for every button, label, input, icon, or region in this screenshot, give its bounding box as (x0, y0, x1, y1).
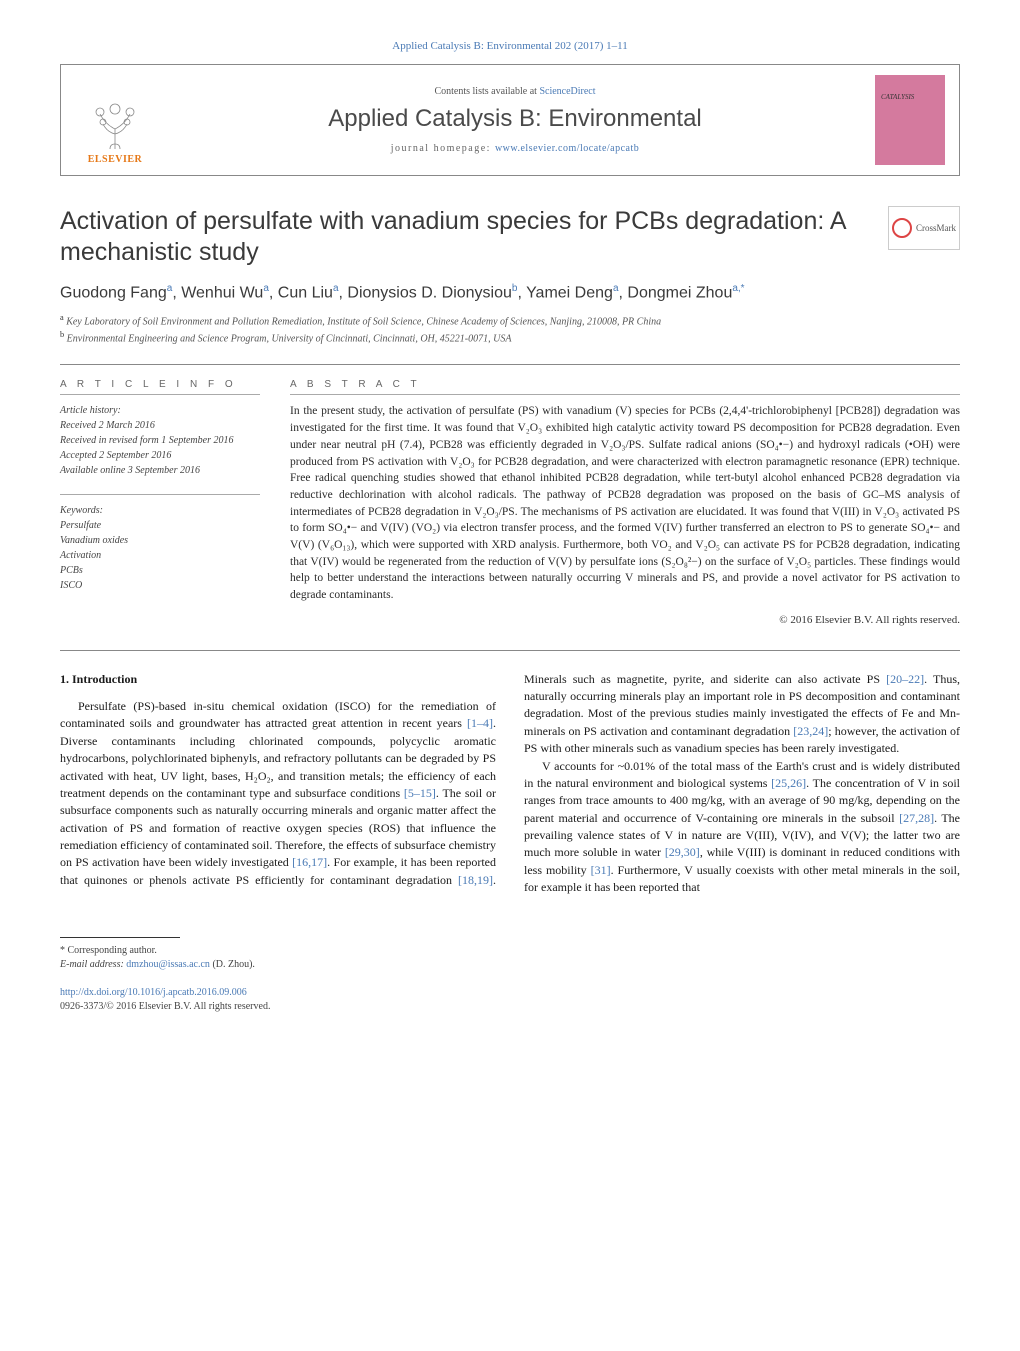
keywords: Keywords: Persulfate Vanadium oxides Act… (60, 503, 260, 593)
ref-23-24[interactable]: [23,24] (793, 724, 828, 738)
ref-20-22[interactable]: [20–22] (886, 672, 924, 686)
journal-header: ELSEVIER Contents lists available at Sci… (60, 64, 960, 176)
doi-link[interactable]: http://dx.doi.org/10.1016/j.apcatb.2016.… (60, 987, 247, 998)
affiliations: a Key Laboratory of Soil Environment and… (60, 312, 960, 347)
history-received: Received 2 March 2016 (60, 418, 260, 433)
keyword-2: Vanadium oxides (60, 533, 260, 548)
footer-rule (60, 937, 180, 938)
elsevier-tree-icon (85, 94, 145, 154)
homepage-link[interactable]: www.elsevier.com/locate/apcatb (495, 143, 639, 154)
authors-list: Guodong Fanga, Wenhui Wua, Cun Liua, Dio… (60, 283, 960, 302)
journal-ref-top[interactable]: Applied Catalysis B: Environmental 202 (… (60, 40, 960, 52)
article-info-heading: A R T I C L E I N F O (60, 379, 260, 390)
affiliation-b: b Environmental Engineering and Science … (60, 329, 960, 346)
contents-line: Contents lists available at ScienceDirec… (155, 86, 875, 97)
ref-16-17[interactable]: [16,17] (292, 855, 327, 869)
history-label: Article history: (60, 403, 260, 418)
affiliation-a: a Key Laboratory of Soil Environment and… (60, 312, 960, 329)
issn-copyright: 0926-3373/© 2016 Elsevier B.V. All right… (60, 1000, 960, 1014)
journal-name: Applied Catalysis B: Environmental (155, 105, 875, 133)
publisher-logo[interactable]: ELSEVIER (75, 75, 155, 165)
ref-25-26[interactable]: [25,26] (771, 776, 806, 790)
history-accepted: Accepted 2 September 2016 (60, 448, 260, 463)
contents-prefix: Contents lists available at (434, 86, 539, 97)
journal-cover-thumbnail[interactable] (875, 75, 945, 165)
p1a: Persulfate (PS)-based in-situ chemical o… (60, 699, 496, 730)
affiliation-a-text: Key Laboratory of Soil Environment and P… (66, 316, 661, 327)
email-person: (D. Zhou). (210, 959, 255, 970)
crossmark-label: CrossMark (916, 223, 956, 233)
info-rule (60, 394, 260, 395)
email-link[interactable]: dmzhou@issas.ac.cn (126, 959, 210, 970)
affiliation-b-text: Environmental Engineering and Science Pr… (67, 333, 512, 344)
crossmark-icon (892, 218, 912, 238)
keywords-rule (60, 494, 260, 495)
history-revised: Received in revised form 1 September 201… (60, 433, 260, 448)
homepage-prefix: journal homepage: (391, 143, 495, 154)
email-line: E-mail address: dmzhou@issas.ac.cn (D. Z… (60, 958, 960, 972)
publisher-name: ELSEVIER (88, 154, 143, 165)
article-title: Activation of persulfate with vanadium s… (60, 206, 868, 269)
keyword-5: ISCO (60, 578, 260, 593)
crossmark-badge[interactable]: CrossMark (888, 206, 960, 250)
ref-1-4[interactable]: [1–4] (467, 716, 493, 730)
abstract-copyright: © 2016 Elsevier B.V. All rights reserved… (290, 614, 960, 626)
ref-31[interactable]: [31] (591, 863, 611, 877)
corresponding-author: * Corresponding author. (60, 944, 960, 958)
sciencedirect-link[interactable]: ScienceDirect (539, 86, 595, 97)
article-info-column: A R T I C L E I N F O Article history: R… (60, 379, 260, 625)
keywords-label: Keywords: (60, 503, 260, 518)
ref-5-15[interactable]: [5–15] (404, 786, 436, 800)
abstract-column: A B S T R A C T In the present study, th… (290, 379, 960, 625)
keyword-1: Persulfate (60, 518, 260, 533)
history-online: Available online 3 September 2016 (60, 463, 260, 478)
rule-above-info (60, 364, 960, 365)
ref-29-30[interactable]: [29,30] (665, 845, 700, 859)
page-footer: * Corresponding author. E-mail address: … (60, 937, 960, 1014)
header-center: Contents lists available at ScienceDirec… (155, 86, 875, 154)
ref-18-19[interactable]: [18,19] (458, 873, 493, 887)
introduction-heading: 1. Introduction (60, 671, 496, 688)
rule-above-body (60, 650, 960, 651)
email-label: E-mail address: (60, 959, 126, 970)
abstract-text: In the present study, the activation of … (290, 403, 960, 603)
keyword-3: Activation (60, 548, 260, 563)
abstract-rule (290, 394, 960, 395)
homepage-line: journal homepage: www.elsevier.com/locat… (155, 143, 875, 154)
abstract-heading: A B S T R A C T (290, 379, 960, 390)
body-two-column: 1. Introduction Persulfate (PS)-based in… (60, 671, 960, 897)
article-history: Article history: Received 2 March 2016 R… (60, 403, 260, 478)
doi-line: http://dx.doi.org/10.1016/j.apcatb.2016.… (60, 986, 960, 1000)
ref-27-28[interactable]: [27,28] (899, 811, 934, 825)
intro-para-2: V accounts for ~0.01% of the total mass … (524, 758, 960, 897)
keyword-4: PCBs (60, 563, 260, 578)
